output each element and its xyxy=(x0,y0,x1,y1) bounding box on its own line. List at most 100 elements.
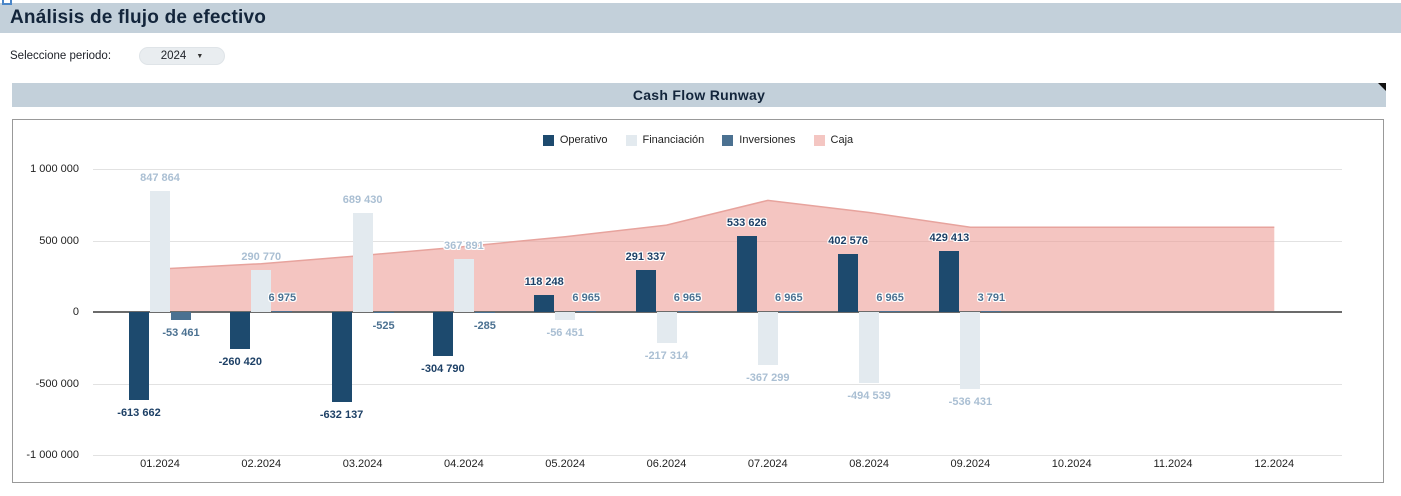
bar-operativo-02.2024[interactable] xyxy=(230,312,251,350)
bar-inversiones-05.2024[interactable] xyxy=(576,311,597,312)
bar-inversiones-02.2024[interactable] xyxy=(272,311,293,312)
period-dropdown[interactable]: 2024 ▼ xyxy=(139,47,226,65)
bar-operativo-03.2024[interactable] xyxy=(331,312,352,403)
data-label: -632 137 xyxy=(319,409,364,422)
period-label: Seleccione periodo: xyxy=(10,50,112,62)
page-header: Análisis de flujo de efectivo xyxy=(0,3,1401,33)
x-tick-label: 04.2024 xyxy=(444,458,484,470)
bar-inversiones-06.2024[interactable] xyxy=(677,311,698,312)
legend-item-operativo[interactable]: Operativo xyxy=(542,134,608,146)
gridline xyxy=(93,169,1342,170)
data-label: -260 420 xyxy=(218,356,263,369)
bar-operativo-08.2024[interactable] xyxy=(838,254,859,312)
legend-swatch xyxy=(722,134,734,146)
legend-swatch xyxy=(625,134,637,146)
data-label: 533 626 xyxy=(726,216,767,229)
chart-title: Cash Flow Runway xyxy=(632,87,766,103)
x-tick-label: 06.2024 xyxy=(646,458,687,470)
page-title: Análisis de flujo de efectivo xyxy=(10,7,267,28)
data-label: 6 965 xyxy=(673,292,702,304)
bar-operativo-04.2024[interactable] xyxy=(432,312,453,356)
data-label: -56 451 xyxy=(546,327,584,340)
data-label: -494 539 xyxy=(847,389,891,402)
data-label: -536 431 xyxy=(948,395,993,408)
legend-item-inversiones[interactable]: Inversiones xyxy=(722,134,796,146)
zero-axis-line xyxy=(93,311,1342,313)
bar-financiación-09.2024[interactable] xyxy=(960,312,981,389)
data-label: -304 790 xyxy=(421,362,465,375)
legend-swatch xyxy=(813,134,825,146)
data-label: -285 xyxy=(473,320,496,332)
legend-item-financiación[interactable]: Financiación xyxy=(625,134,705,146)
data-label: -525 xyxy=(372,320,395,332)
data-label: -613 662 xyxy=(117,406,161,419)
chart-legend: Operativo Financiación Inversiones Caja xyxy=(13,134,1383,146)
bar-operativo-06.2024[interactable] xyxy=(635,270,656,312)
x-tick-label: 05.2024 xyxy=(545,458,586,470)
y-tick-label: 0 xyxy=(72,306,79,318)
bar-financiación-02.2024[interactable] xyxy=(251,270,272,312)
x-tick-label: 11.2024 xyxy=(1153,458,1193,470)
caja-area-series xyxy=(159,199,1275,312)
x-tick-label: 10.2024 xyxy=(1051,458,1092,470)
data-label: -217 314 xyxy=(644,350,689,363)
data-label: 3 791 xyxy=(977,292,1006,304)
period-value: 2024 xyxy=(160,50,187,62)
bar-inversiones-07.2024[interactable] xyxy=(778,311,799,312)
legend-label: Operativo xyxy=(559,134,608,146)
chart-panel: Operativo Financiación Inversiones Caja 1 0… xyxy=(12,119,1384,483)
bar-financiación-03.2024[interactable] xyxy=(352,213,373,312)
bar-inversiones-03.2024[interactable] xyxy=(373,312,394,313)
x-tick-label: 01.2024 xyxy=(140,458,180,470)
legend-label: Caja xyxy=(830,134,854,146)
data-label: -53 461 xyxy=(162,326,200,339)
gridline xyxy=(93,383,1342,385)
bar-inversiones-04.2024[interactable] xyxy=(474,312,495,313)
data-label: 689 430 xyxy=(342,194,383,207)
y-tick-label: 1 000 000 xyxy=(30,163,79,175)
note-corner-icon xyxy=(1378,83,1386,91)
bar-operativo-09.2024[interactable] xyxy=(939,250,960,312)
chart-title-bar: Cash Flow Runway xyxy=(12,83,1386,107)
legend-item-caja[interactable]: Caja xyxy=(813,134,854,146)
bar-inversiones-09.2024[interactable] xyxy=(981,311,1002,312)
data-label: 429 413 xyxy=(929,231,970,244)
corner-artifact-icon xyxy=(2,0,12,5)
data-label: -367 299 xyxy=(746,371,790,384)
data-label: 6 965 xyxy=(876,292,904,304)
data-label: 6 975 xyxy=(268,292,297,304)
legend-label: Financiación xyxy=(642,134,705,146)
bar-financiación-05.2024[interactable] xyxy=(555,312,576,321)
x-tick-label: 02.2024 xyxy=(241,458,282,470)
bar-financiación-08.2024[interactable] xyxy=(859,312,880,383)
legend-swatch xyxy=(542,134,554,146)
bar-financiación-01.2024[interactable] xyxy=(150,190,170,312)
data-label: 6 965 xyxy=(572,292,600,304)
y-tick-label: -500 000 xyxy=(35,377,79,390)
bar-financiación-06.2024[interactable] xyxy=(656,312,677,344)
legend-label: Inversiones xyxy=(739,134,796,146)
bar-operativo-01.2024[interactable] xyxy=(129,312,149,400)
chevron-down-icon: ▼ xyxy=(196,52,204,60)
x-tick-label: 09.2024 xyxy=(950,458,991,470)
x-tick-label: 07.2024 xyxy=(747,458,788,470)
data-label: 291 337 xyxy=(625,251,666,264)
data-label: 6 965 xyxy=(775,292,803,304)
bar-financiación-04.2024[interactable] xyxy=(453,259,474,312)
data-label: 118 248 xyxy=(524,276,564,289)
data-label: 367 891 xyxy=(444,240,484,253)
y-tick-label: 500 000 xyxy=(39,234,79,247)
x-tick-label: 08.2024 xyxy=(849,458,889,470)
data-label: 847 864 xyxy=(140,171,180,184)
period-controls: Seleccione periodo: 2024 ▼ xyxy=(10,47,226,65)
x-tick-label: 12.2024 xyxy=(1254,458,1295,470)
x-tick-label: 03.2024 xyxy=(342,458,383,470)
bar-operativo-05.2024[interactable] xyxy=(534,295,555,312)
data-label: 290 770 xyxy=(241,251,282,264)
bar-operativo-07.2024[interactable] xyxy=(736,235,757,312)
bar-inversiones-01.2024[interactable] xyxy=(171,312,191,320)
bar-inversiones-08.2024[interactable] xyxy=(880,311,901,312)
y-tick-label: -1 000 000 xyxy=(26,449,79,461)
data-label: 402 576 xyxy=(828,235,868,248)
bar-financiación-07.2024[interactable] xyxy=(757,312,778,365)
